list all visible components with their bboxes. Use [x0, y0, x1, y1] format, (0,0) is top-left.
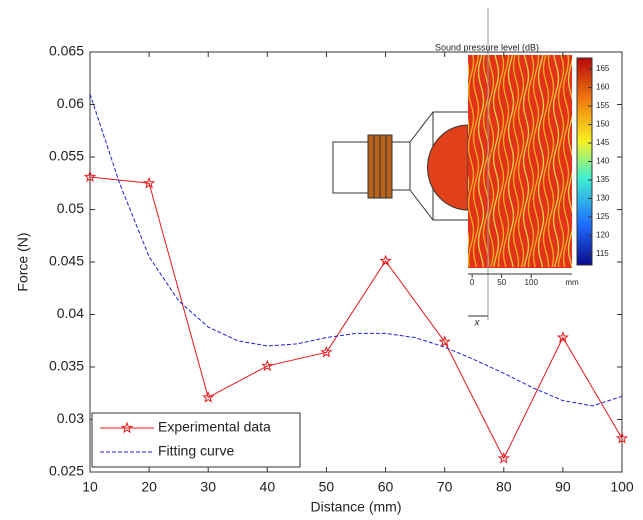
inset-tick-label: 0: [470, 278, 475, 287]
x-tick-label: 80: [496, 479, 512, 495]
y-tick-label: 0.06: [57, 95, 84, 111]
y-tick-label: 0.065: [49, 43, 84, 59]
colorbar-tick-label: 120: [596, 231, 610, 240]
marker: [320, 345, 333, 358]
y-tick-label: 0.045: [49, 253, 84, 269]
y-tick-label: 0.04: [57, 305, 84, 321]
wave: [497, 55, 505, 268]
inset-tick-label: 50: [497, 278, 506, 287]
y-tick-label: 0.025: [49, 463, 84, 479]
wave: [542, 55, 550, 268]
marker: [556, 331, 569, 343]
x-tick-label: 10: [82, 479, 98, 495]
wave: [502, 55, 510, 268]
x-axis-label: Distance (mm): [310, 499, 401, 515]
inset-unit: mm: [565, 278, 579, 287]
legend-label: Experimental data: [158, 419, 271, 435]
colorbar-tick-label: 155: [596, 101, 610, 110]
wave: [492, 55, 500, 268]
transducer-housing: [332, 141, 370, 194]
inset: Sound pressure level (dB) x mm: [332, 8, 593, 329]
x-tick-label: 100: [610, 479, 634, 495]
y-tick-label: 0.03: [57, 410, 84, 426]
wave: [562, 55, 570, 268]
x-tick-label: 20: [141, 479, 157, 495]
colorbar-tick-label: 150: [596, 120, 610, 129]
wave: [532, 55, 540, 268]
x-tick-label: 90: [555, 479, 571, 495]
marker: [497, 451, 510, 464]
wave: [468, 55, 475, 268]
wave: [472, 55, 480, 268]
colorbar-tick-label: 140: [596, 157, 610, 166]
x-tick-label: 30: [200, 479, 216, 495]
colorbar-tick-label: 130: [596, 194, 610, 203]
wave: [552, 55, 560, 268]
series-line: [89, 176, 623, 460]
colorbar-tick-label: 125: [596, 212, 610, 221]
wave-pattern: [468, 55, 572, 268]
wave: [527, 55, 535, 268]
inset-title: Sound pressure level (dB): [435, 42, 539, 52]
marker: [438, 335, 451, 347]
legend-marker: [120, 421, 134, 434]
x-tick-label: 40: [260, 479, 276, 495]
x-tick-label: 70: [437, 479, 453, 495]
marker: [83, 170, 97, 183]
wave: [547, 55, 555, 268]
legend-box: [91, 412, 301, 468]
marker: [379, 254, 392, 267]
y-tick-label: 0.05: [57, 200, 84, 216]
wave: [477, 55, 485, 268]
wave: [522, 55, 530, 268]
colorbar-tick-label: 115: [596, 249, 609, 258]
colorbar-tick-label: 165: [596, 64, 610, 73]
wave: [517, 55, 525, 268]
colorbar-tick-label: 160: [596, 83, 610, 92]
marker: [615, 431, 629, 444]
wave: [507, 55, 515, 268]
wave: [487, 55, 495, 268]
dome: [427, 124, 469, 211]
y-tick-label: 0.055: [49, 148, 84, 164]
legend-label: Fitting curve: [158, 443, 234, 459]
marker: [143, 176, 156, 189]
series-line: [89, 93, 623, 407]
inset-x-label: x: [474, 318, 481, 329]
x-tick-label: 60: [378, 479, 394, 495]
wave: [567, 58, 572, 268]
x-tick-label: 50: [319, 479, 335, 495]
horn-base: [391, 141, 411, 191]
colorbar-tick-label: 135: [596, 175, 610, 184]
marker: [261, 359, 274, 372]
y-tick-label: 0.035: [49, 358, 84, 374]
wave: [537, 55, 545, 268]
inset-tick-label: 100: [525, 278, 539, 287]
colorbar-tick-label: 145: [596, 138, 610, 147]
wave: [512, 55, 520, 268]
wave: [557, 55, 565, 268]
piezo-lines: [373, 135, 387, 198]
y-axis-label: Force (N): [15, 232, 31, 291]
marker: [202, 391, 215, 403]
